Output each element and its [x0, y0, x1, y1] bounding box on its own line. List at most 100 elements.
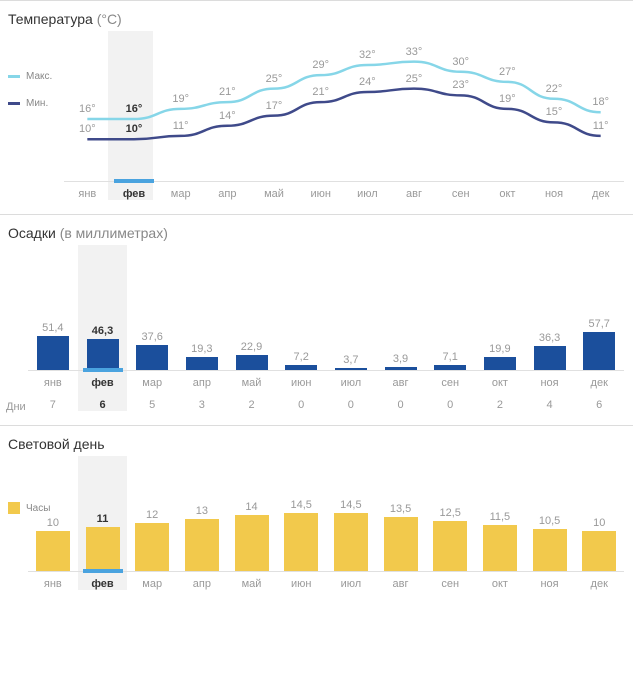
precip-days-cell: 0	[376, 399, 426, 411]
daylight-chart: 101112131414,514,513,512,511,510,510 янв…	[28, 456, 624, 590]
daylight-value-label: 10	[593, 517, 605, 529]
precip-value-label: 57,7	[589, 318, 610, 330]
month-tick[interactable]: фев	[78, 572, 128, 590]
month-tick[interactable]: сен	[425, 371, 475, 389]
precip-days-label: Дни	[6, 401, 26, 413]
month-tick[interactable]: ноя	[531, 182, 578, 200]
precip-days-cell: 0	[276, 399, 326, 411]
daylight-bar-col: 13	[177, 519, 227, 571]
month-tick[interactable]: мар	[157, 182, 204, 200]
month-tick[interactable]: авг	[376, 572, 426, 590]
month-tick[interactable]: авг	[376, 371, 426, 389]
precip-bar-col: 46,3	[78, 339, 128, 370]
month-tick[interactable]: фев	[111, 182, 158, 200]
daylight-xaxis: янвфевмарапрмайиюниюлавгсеноктноядек	[28, 571, 624, 590]
precip-value-label: 51,4	[42, 322, 63, 334]
daylight-value-label: 12	[146, 509, 158, 521]
month-tick[interactable]: апр	[177, 572, 227, 590]
precip-bar	[87, 339, 119, 370]
precip-title: Осадки (в миллиметрах)	[8, 225, 625, 241]
daylight-value-label: 12,5	[439, 507, 460, 519]
daylight-bar	[533, 529, 567, 571]
month-tick[interactable]: апр	[204, 182, 251, 200]
precip-bar	[583, 332, 615, 370]
month-tick[interactable]: мар	[127, 371, 177, 389]
month-tick[interactable]: июн	[276, 371, 326, 389]
daylight-bar-col: 12	[127, 523, 177, 571]
temperature-chart: 16°16°19°21°25°29°32°33°30°27°22°18°10°1…	[8, 31, 624, 200]
precip-value-label: 7,2	[294, 351, 309, 363]
temperature-title-text: Температура	[8, 11, 93, 27]
month-tick[interactable]: июл	[344, 182, 391, 200]
daylight-swatch	[8, 502, 20, 514]
precip-days-cell: 7	[28, 399, 78, 411]
precip-bars: 51,446,337,619,322,97,23,73,97,119,936,3…	[28, 300, 624, 370]
precip-value-label: 7,1	[443, 351, 458, 363]
month-tick[interactable]: май	[227, 572, 277, 590]
month-tick[interactable]: окт	[475, 371, 525, 389]
temperature-svg	[8, 31, 624, 181]
month-tick[interactable]: янв	[28, 371, 78, 389]
month-tick[interactable]: янв	[64, 182, 111, 200]
precip-bar	[236, 355, 268, 370]
daylight-bar-col: 14	[227, 515, 277, 571]
month-tick[interactable]: сен	[425, 572, 475, 590]
daylight-bar-col: 11,5	[475, 525, 525, 571]
temperature-unit: (°C)	[97, 11, 122, 27]
month-tick[interactable]: ноя	[525, 371, 575, 389]
precip-bar-col: 37,6	[127, 345, 177, 370]
daylight-section: Световой день Часы 101112131414,514,513,…	[0, 425, 633, 604]
precip-bar	[136, 345, 168, 370]
temperature-section: Температура (°C) Макс. Мин. 16°16°19°21°…	[0, 0, 633, 214]
month-tick[interactable]: дек	[574, 572, 624, 590]
month-tick[interactable]: ноя	[525, 572, 575, 590]
month-tick[interactable]: июл	[326, 572, 376, 590]
daylight-value-label: 10	[47, 517, 59, 529]
precip-bar-col: 19,3	[177, 357, 227, 370]
precip-value-label: 22,9	[241, 341, 262, 353]
daylight-bar-col: 13,5	[376, 517, 426, 571]
month-tick[interactable]: дек	[574, 371, 624, 389]
daylight-bar	[483, 525, 517, 571]
precip-value-label: 46,3	[92, 325, 113, 337]
precip-days-cell: 3	[177, 399, 227, 411]
precip-chart: 51,446,337,619,322,97,23,73,97,119,936,3…	[28, 245, 624, 411]
daylight-title-text: Световой день	[8, 436, 105, 452]
daylight-bar	[284, 513, 318, 571]
daylight-bar-col: 11	[78, 527, 128, 571]
month-tick[interactable]: июн	[276, 572, 326, 590]
precip-days-cell: 2	[475, 399, 525, 411]
daylight-bar	[384, 517, 418, 571]
daylight-value-label: 10,5	[539, 515, 560, 527]
precip-value-label: 3,9	[393, 353, 408, 365]
precip-days-cell: 6	[78, 399, 128, 411]
month-tick[interactable]: авг	[391, 182, 438, 200]
daylight-value-label: 13	[196, 505, 208, 517]
month-tick[interactable]: сен	[437, 182, 484, 200]
month-tick[interactable]: май	[227, 371, 277, 389]
precip-bar	[37, 336, 69, 370]
month-tick[interactable]: янв	[28, 572, 78, 590]
month-tick[interactable]: дек	[577, 182, 624, 200]
month-tick[interactable]: окт	[475, 572, 525, 590]
daylight-bar-col: 10	[574, 531, 624, 571]
month-tick[interactable]: окт	[484, 182, 531, 200]
precip-value-label: 19,3	[191, 343, 212, 355]
daylight-bar	[235, 515, 269, 571]
precip-unit: (в миллиметрах)	[60, 225, 168, 241]
daylight-value-label: 11,5	[490, 511, 511, 523]
month-tick[interactable]: май	[251, 182, 298, 200]
daylight-bar	[135, 523, 169, 571]
month-tick[interactable]: июл	[326, 371, 376, 389]
precip-value-label: 36,3	[539, 332, 560, 344]
precip-value-label: 19,9	[489, 343, 510, 355]
month-tick[interactable]: июн	[297, 182, 344, 200]
precip-days-cell: 2	[227, 399, 277, 411]
daylight-bar-col: 10,5	[525, 529, 575, 571]
month-tick[interactable]: мар	[127, 572, 177, 590]
daylight-value-label: 14	[245, 501, 257, 513]
precip-days-row: Дни765320000246	[28, 399, 624, 411]
month-tick[interactable]: апр	[177, 371, 227, 389]
month-tick[interactable]: фев	[78, 371, 128, 389]
daylight-value-label: 14,5	[290, 499, 311, 511]
